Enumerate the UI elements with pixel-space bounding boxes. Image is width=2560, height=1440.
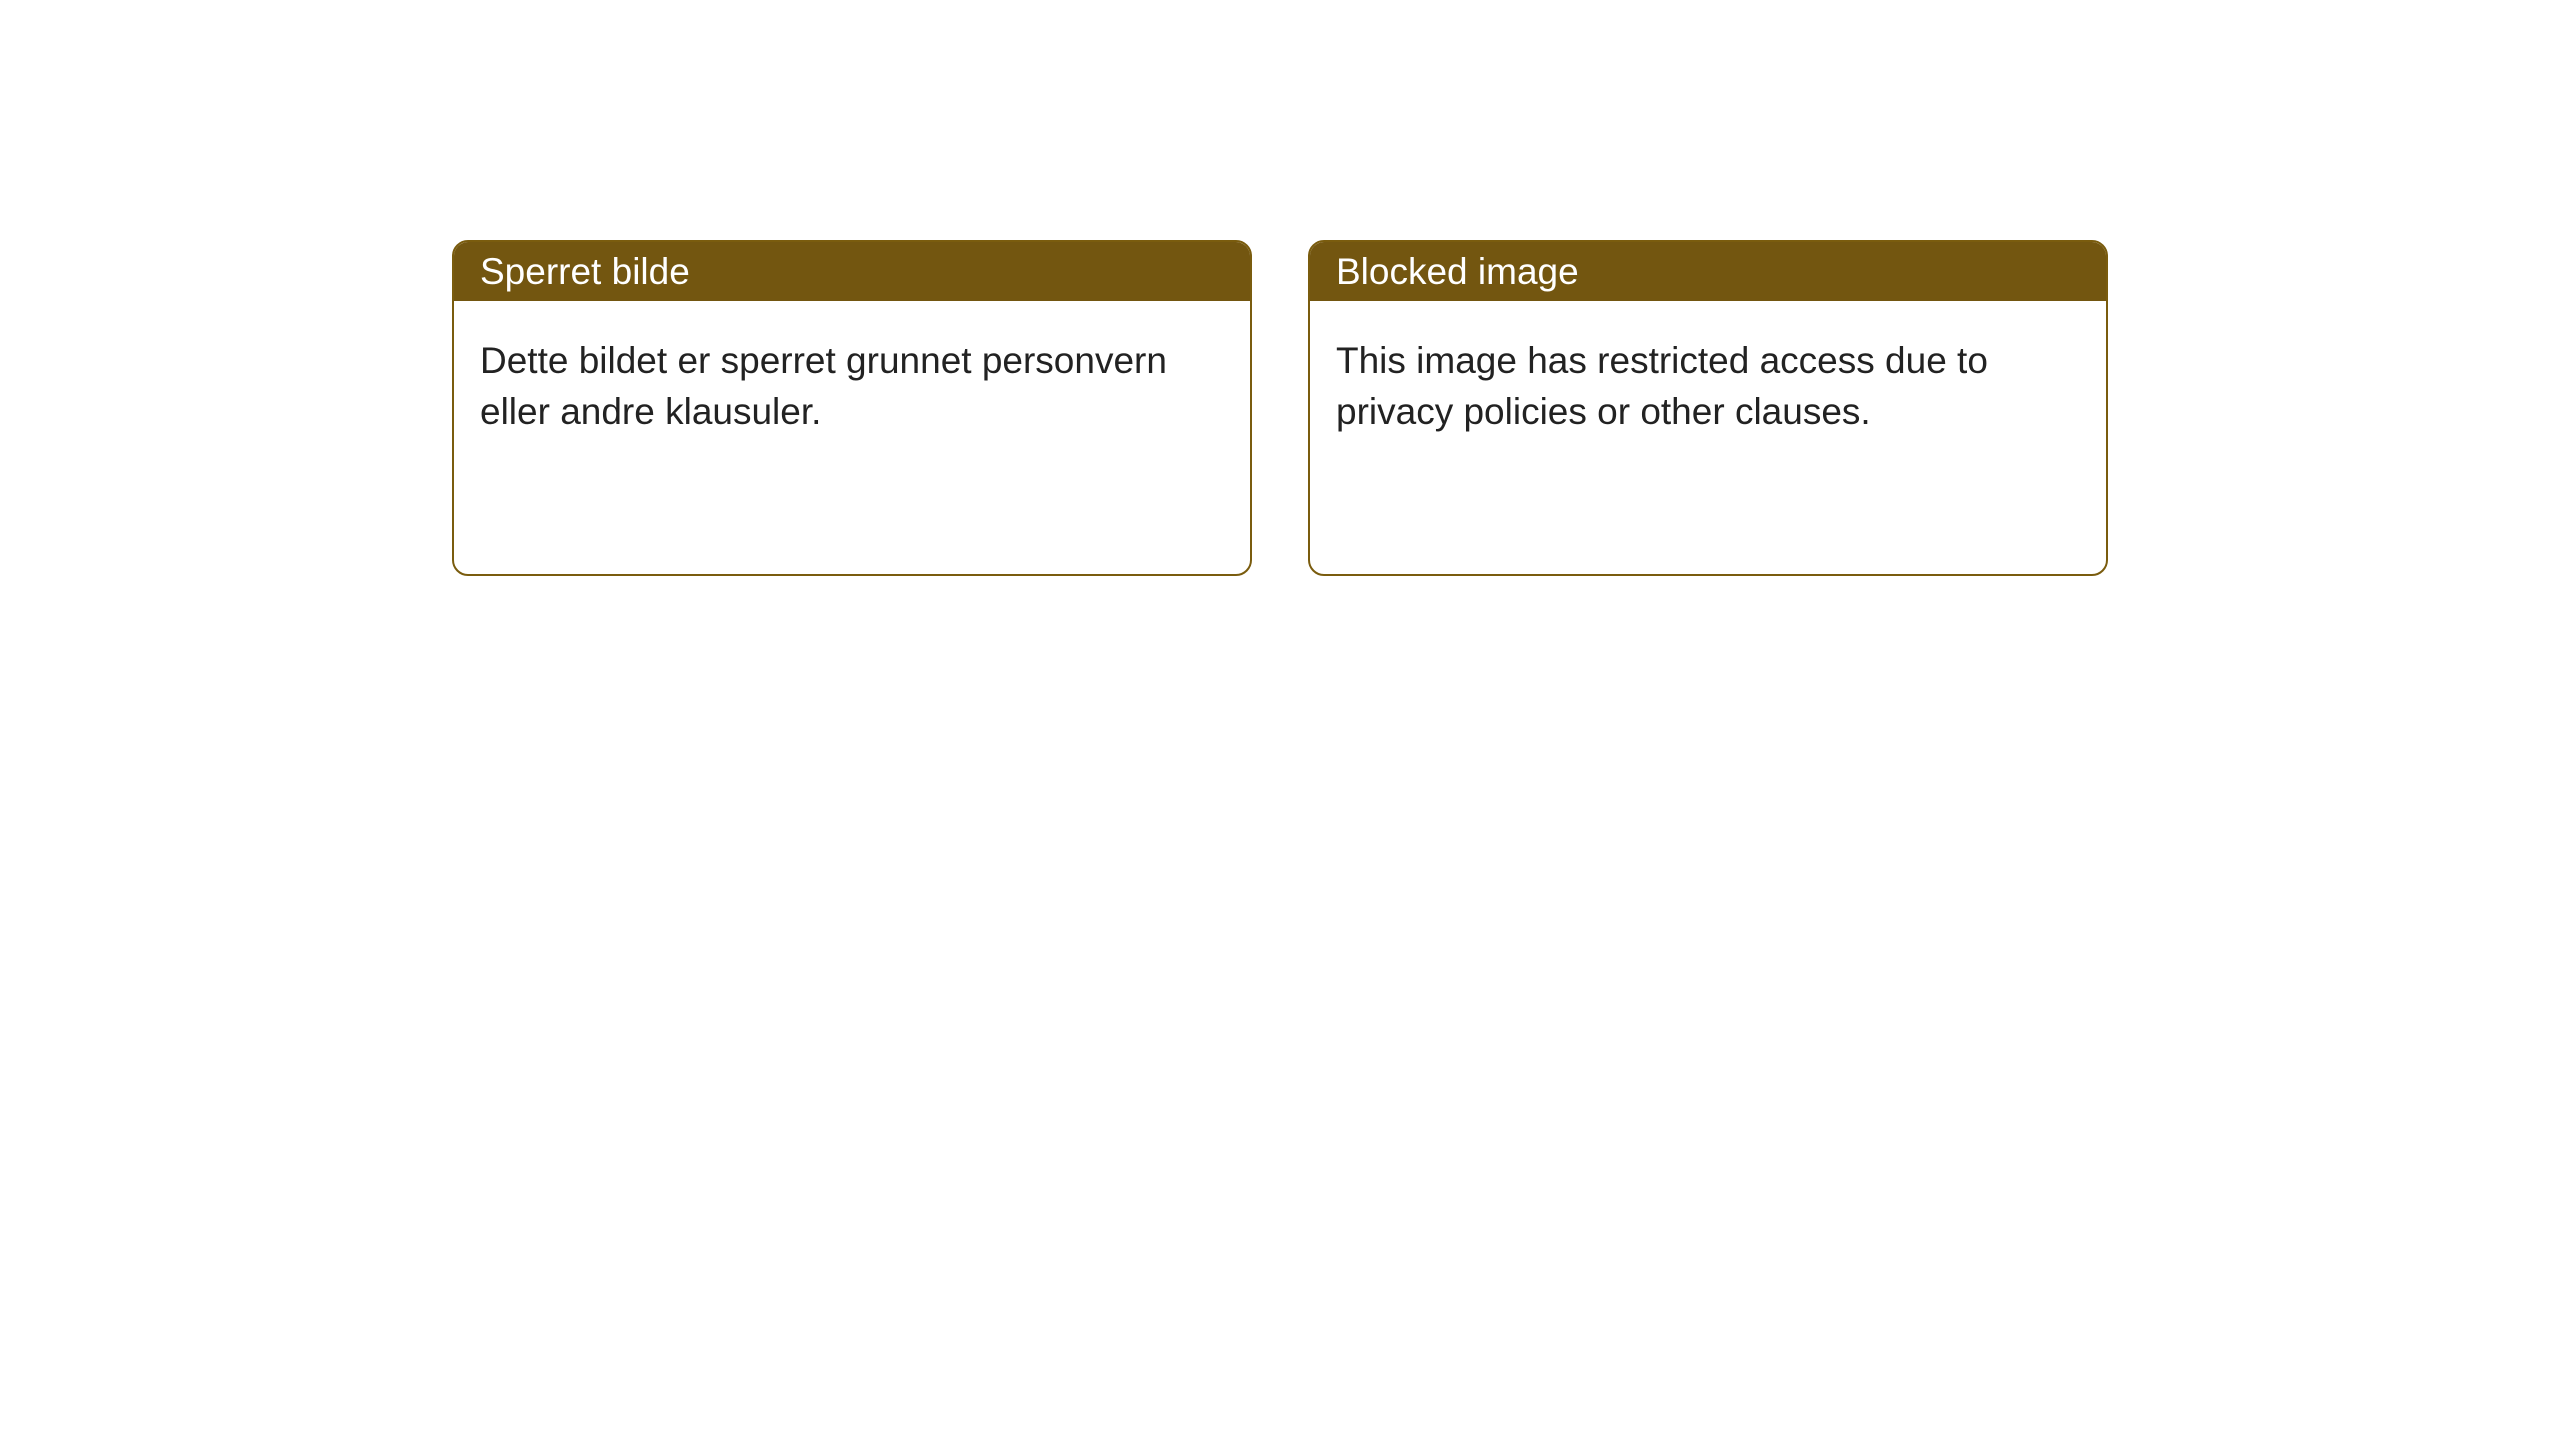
card-body-english: This image has restricted access due to … xyxy=(1310,301,2106,471)
card-title-english: Blocked image xyxy=(1336,251,1579,293)
card-body-text-english: This image has restricted access due to … xyxy=(1336,340,1988,432)
blocked-image-card-norwegian: Sperret bilde Dette bildet er sperret gr… xyxy=(452,240,1252,576)
card-body-norwegian: Dette bildet er sperret grunnet personve… xyxy=(454,301,1250,471)
card-title-norwegian: Sperret bilde xyxy=(480,251,690,293)
notice-container: Sperret bilde Dette bildet er sperret gr… xyxy=(452,0,2108,576)
blocked-image-card-english: Blocked image This image has restricted … xyxy=(1308,240,2108,576)
card-header-norwegian: Sperret bilde xyxy=(454,242,1250,301)
card-body-text-norwegian: Dette bildet er sperret grunnet personve… xyxy=(480,340,1167,432)
card-header-english: Blocked image xyxy=(1310,242,2106,301)
